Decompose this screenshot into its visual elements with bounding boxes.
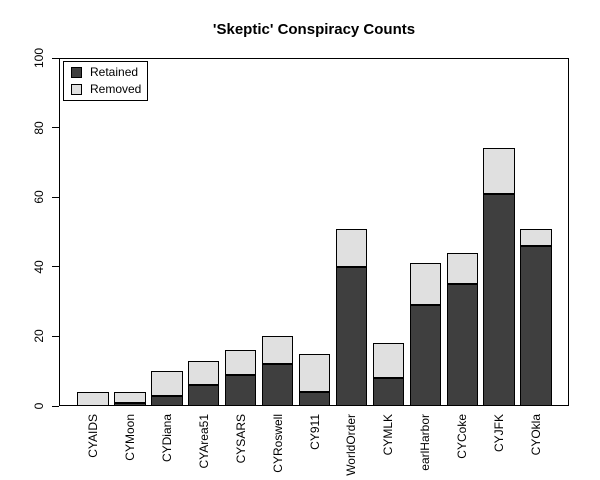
y-tick-label: 60: [32, 190, 46, 204]
legend-label-removed: Removed: [90, 82, 142, 96]
x-axis-label-CYDiana: CYDiana: [159, 414, 174, 463]
bar-segment-removed-CYCoke: [446, 252, 478, 285]
bar-segment-retained-CYMLK: [372, 378, 405, 406]
y-tick-mark: [52, 266, 59, 268]
legend-box: Retained Removed: [63, 61, 148, 101]
y-tick-mark: [52, 196, 59, 198]
y-tick-label: 80: [32, 120, 46, 135]
bar-segment-retained-CY911: [298, 392, 331, 406]
x-axis-label-CYCoke: CYCoke: [455, 414, 470, 459]
bar-segment-removed-CY911: [298, 353, 331, 393]
x-axis-label-CYRoswell: CYRoswell: [270, 414, 285, 473]
y-tick-label: 100: [32, 47, 46, 69]
x-axis-label-CYAIDS: CYAIDS: [86, 414, 100, 458]
y-tick-mark: [52, 405, 59, 407]
y-tick-mark: [52, 127, 59, 129]
bar-segment-removed-CYMLK: [372, 343, 405, 379]
bar-segment-removed-CYSARS: [224, 350, 257, 375]
bar-segment-retained-CYRoswell: [261, 364, 294, 406]
y-tick-label: 40: [32, 260, 46, 274]
x-axis-label-CYJFK: CYJFK: [492, 414, 507, 453]
bar-segment-retained-WorldOrder: [335, 266, 368, 406]
legend-label-retained: Retained: [90, 65, 139, 79]
y-tick-mark: [52, 335, 59, 337]
x-axis-label-CYMLK: CYMLK: [381, 414, 396, 456]
bar-segment-removed-WorldOrder: [335, 228, 368, 267]
x-axis-label-CYOkla: CYOkla: [529, 414, 544, 456]
bar-segment-removed-CYOkla: [520, 228, 552, 246]
bar-segment-removed-CYJFK: [483, 148, 515, 194]
bar-segment-retained-CYDiana: [151, 395, 183, 406]
legend-item-retained: Retained: [71, 66, 147, 79]
bar-segment-retained-CYOkla: [520, 245, 552, 406]
bar-segment-retained-CYArea51: [188, 385, 220, 406]
bar-segment-removed-earlHarbor: [409, 263, 441, 306]
legend-item-removed: Removed: [71, 83, 147, 96]
legend-swatch-removed-icon: [71, 84, 82, 95]
legend-swatch-retained-icon: [71, 67, 82, 78]
bar-segment-removed-CYDiana: [151, 371, 183, 396]
chart-title: 'Skeptic' Conspiracy Counts: [212, 21, 416, 38]
y-tick-label: 0: [32, 402, 46, 410]
bar-segment-retained-CYSARS: [224, 374, 257, 406]
y-tick-mark: [52, 57, 59, 59]
x-axis-label-CYMoon: CYMoon: [122, 414, 137, 461]
bar-segment-retained-CYCoke: [446, 284, 478, 406]
x-axis-label-CYArea51: CYArea51: [196, 414, 211, 469]
x-axis-label-earlHarbor: earlHarbor: [418, 414, 433, 471]
x-axis-label-WorldOrder: WorldOrder: [344, 414, 359, 476]
bar-segment-removed-CYMoon: [114, 392, 146, 403]
x-axis-label-CYSARS: CYSARS: [233, 414, 248, 464]
y-tick-label: 20: [32, 329, 46, 344]
x-axis-label-CY911: CY911: [307, 414, 322, 450]
bar-segment-retained-earlHarbor: [409, 305, 441, 406]
bar-segment-retained-CYJFK: [483, 193, 515, 406]
bar-segment-removed-CYRoswell: [261, 336, 294, 365]
bar-segment-removed-CYAIDS: [77, 392, 109, 406]
bar-segment-removed-CYArea51: [188, 360, 220, 386]
bar-segment-retained-CYMoon: [114, 402, 146, 406]
